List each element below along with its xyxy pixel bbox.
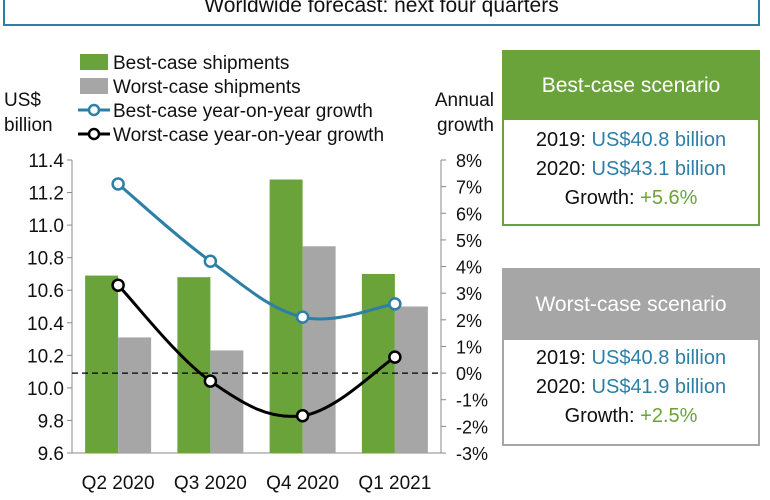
right-tick-label: 5% <box>456 231 482 251</box>
worst-2020-line: 2020: US$41.9 billion <box>535 376 727 398</box>
best-case-panel-title: Best-case scenario <box>504 52 758 120</box>
best-case-panel: Best-case scenario 2019: US$40.8 billion… <box>502 50 760 226</box>
right-tick-label: -1% <box>456 391 488 411</box>
right-tick-label: 3% <box>456 284 482 304</box>
right-tick-label: 8% <box>456 151 482 171</box>
left-tick-label: 9.6 <box>38 444 64 465</box>
right-tick-label: 7% <box>456 178 482 198</box>
left-axis-title-line2: billion <box>4 115 53 136</box>
right-tick-label: 4% <box>456 258 482 278</box>
legend-label-best-shipments: Best-case shipments <box>113 53 289 74</box>
right-tick-label: 6% <box>456 204 482 224</box>
right-tick-label: -3% <box>456 444 488 464</box>
best-growth-value: +5.6% <box>640 187 698 209</box>
x-tick-label: Q4 2020 <box>266 473 339 494</box>
worst-2019-value: US$40.8 billion <box>591 347 727 369</box>
left-axis-title-line1: US$ <box>4 90 41 111</box>
bar-best-0 <box>85 275 119 453</box>
best-growth-line <box>117 182 396 321</box>
best-growth-point-3 <box>388 297 402 311</box>
left-tick-label: 10.6 <box>27 281 64 302</box>
legend-marker-worst-growth <box>87 127 101 141</box>
worst-growth-line: Growth: +2.5% <box>564 405 698 427</box>
bar-best-1 <box>177 277 211 453</box>
legend-swatch-best-shipments <box>80 54 108 70</box>
left-tick-label: 10.2 <box>27 346 64 367</box>
best-growth-point-2 <box>295 310 310 324</box>
worst-growth-point-3 <box>388 350 402 364</box>
x-tick-label: Q2 2020 <box>82 473 155 494</box>
left-tick-label: 9.8 <box>38 411 64 432</box>
bar-worst-2 <box>302 246 336 453</box>
legend-label-best-growth: Best-case year-on-year growth <box>113 101 373 122</box>
legend-label-worst-growth: Worst-case year-on-year growth <box>113 125 384 146</box>
best-growth-point-0 <box>111 177 125 191</box>
right-tick-label: -2% <box>456 417 488 437</box>
worst-case-panel: Worst-case scenario 2019: US$40.8 billio… <box>502 268 760 446</box>
worst-growth-value: +2.5% <box>640 405 698 427</box>
left-tick-label: 10.4 <box>27 314 64 335</box>
best-case-panel-body: 2019: US$40.8 billion 2020: US$43.1 bill… <box>504 120 758 213</box>
best-2020-line: 2020: US$43.1 billion <box>535 158 727 180</box>
best-2019-value: US$40.8 billion <box>591 129 727 151</box>
legend-marker-best-growth <box>87 103 101 117</box>
chart-title-box: Worldwide forecast: next four quarters <box>3 0 760 26</box>
left-tick-label: 11.2 <box>28 184 64 205</box>
worst-growth-point-2 <box>295 408 310 423</box>
worst-case-panel-title: Worst-case scenario <box>504 270 758 340</box>
worst-growth-point-0 <box>111 278 125 292</box>
left-tick-label: 11.4 <box>28 151 64 172</box>
right-tick-label: 1% <box>456 337 482 357</box>
best-growth-point-1 <box>203 254 218 268</box>
left-tick-label: 10.0 <box>27 379 64 400</box>
worst-case-panel-body: 2019: US$40.8 billion 2020: US$41.9 bill… <box>504 340 758 431</box>
bar-worst-3 <box>394 306 428 453</box>
left-tick-label: 11.0 <box>28 216 64 237</box>
chart-title: Worldwide forecast: next four quarters <box>204 0 559 17</box>
bar-worst-1 <box>210 350 244 453</box>
best-growth-line: Growth: +5.6% <box>564 187 698 209</box>
worst-growth-point-1 <box>203 374 218 388</box>
bar-worst-0 <box>118 337 152 453</box>
left-tick-label: 10.8 <box>27 249 64 270</box>
right-axis-title-line2: growth <box>437 115 494 136</box>
best-2020-value: US$43.1 billion <box>591 158 727 180</box>
best-2019-line: 2019: US$40.8 billion <box>535 129 727 151</box>
right-axis-title-line1: Annual <box>435 90 494 111</box>
legend-swatch-worst-shipments <box>80 78 108 94</box>
x-tick-label: Q1 2021 <box>358 473 431 494</box>
right-tick-label: 0% <box>456 364 482 384</box>
worst-growth-line <box>117 284 396 418</box>
worst-2020-value: US$41.9 billion <box>591 376 727 398</box>
forecast-chart: 9.6 9.8 10.0 10.2 10.4 10.6 10.8 11.0 11.2 11.4 -3… <box>4 53 494 494</box>
x-tick-label: Q3 2020 <box>174 473 247 494</box>
worst-2019-line: 2019: US$40.8 billion <box>535 347 727 369</box>
legend-label-worst-shipments: Worst-case shipments <box>113 77 301 98</box>
right-tick-label: 2% <box>456 311 482 331</box>
